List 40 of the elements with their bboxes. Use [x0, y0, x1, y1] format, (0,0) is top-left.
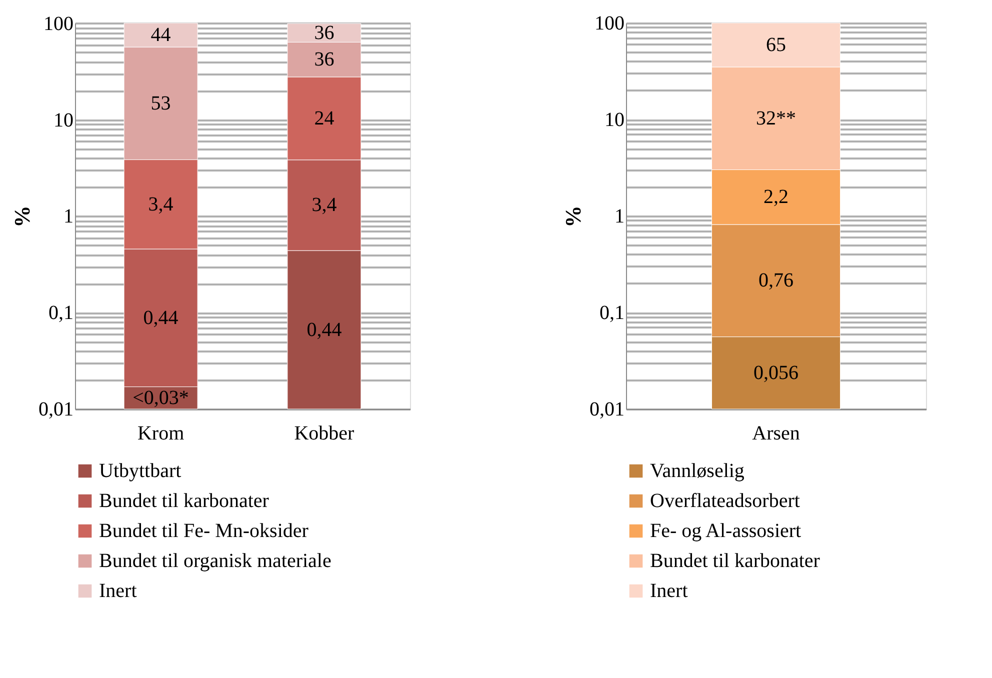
y-tick-label: 0,1 [48, 302, 74, 324]
data-label: 0,76 [758, 270, 794, 292]
legend-label: Fe- og Al-assosiert [650, 520, 802, 542]
data-label: 36 [314, 22, 334, 44]
y-tick-label: 100 [44, 12, 74, 35]
legend-label: Bundet til organisk materiale [99, 550, 332, 572]
y-axis-title: % [560, 206, 586, 228]
data-label: 0,44 [306, 318, 342, 341]
x-tick-label: Arsen [752, 422, 800, 444]
data-label: 0,056 [754, 362, 798, 384]
legend-label: Bundet til karbonater [650, 550, 820, 572]
data-label: 44 [150, 24, 171, 46]
data-label: 65 [766, 34, 786, 56]
data-label: 3,4 [148, 193, 174, 216]
y-tick-label: 1 [614, 206, 624, 228]
data-label: <0,03* [132, 386, 189, 409]
x-tick-label: Krom [137, 422, 185, 444]
data-label: 32** [756, 107, 796, 130]
data-label: 24 [314, 107, 334, 130]
legend-label: Overflateadsorbert [650, 490, 800, 512]
legend-label: Bundet til Fe- Mn-oksider [99, 520, 309, 542]
legend-label: Vannløselig [650, 460, 744, 482]
legend-label: Utbyttbart [99, 460, 182, 482]
y-tick-label: 10 [54, 109, 74, 132]
y-tick-label: 1 [64, 206, 74, 228]
data-label: 53 [150, 92, 171, 114]
x-tick-label: Kobber [294, 422, 355, 444]
y-tick-label: 0,1 [600, 302, 624, 324]
legend-label: Inert [650, 580, 688, 602]
data-label: 3,4 [312, 194, 337, 216]
y-tick-label: 100 [594, 12, 624, 34]
legend-label: Inert [99, 580, 138, 602]
legend-label: Bundet til karbonater [99, 490, 270, 512]
data-label: 36 [314, 48, 334, 71]
y-tick-label: 10 [604, 109, 624, 131]
y-tick-label: 0,01 [38, 398, 74, 420]
data-label: 2,2 [764, 186, 788, 208]
y-tick-label: 0,01 [590, 398, 624, 420]
data-label: 0,44 [143, 306, 178, 329]
y-axis-title: % [10, 206, 34, 228]
